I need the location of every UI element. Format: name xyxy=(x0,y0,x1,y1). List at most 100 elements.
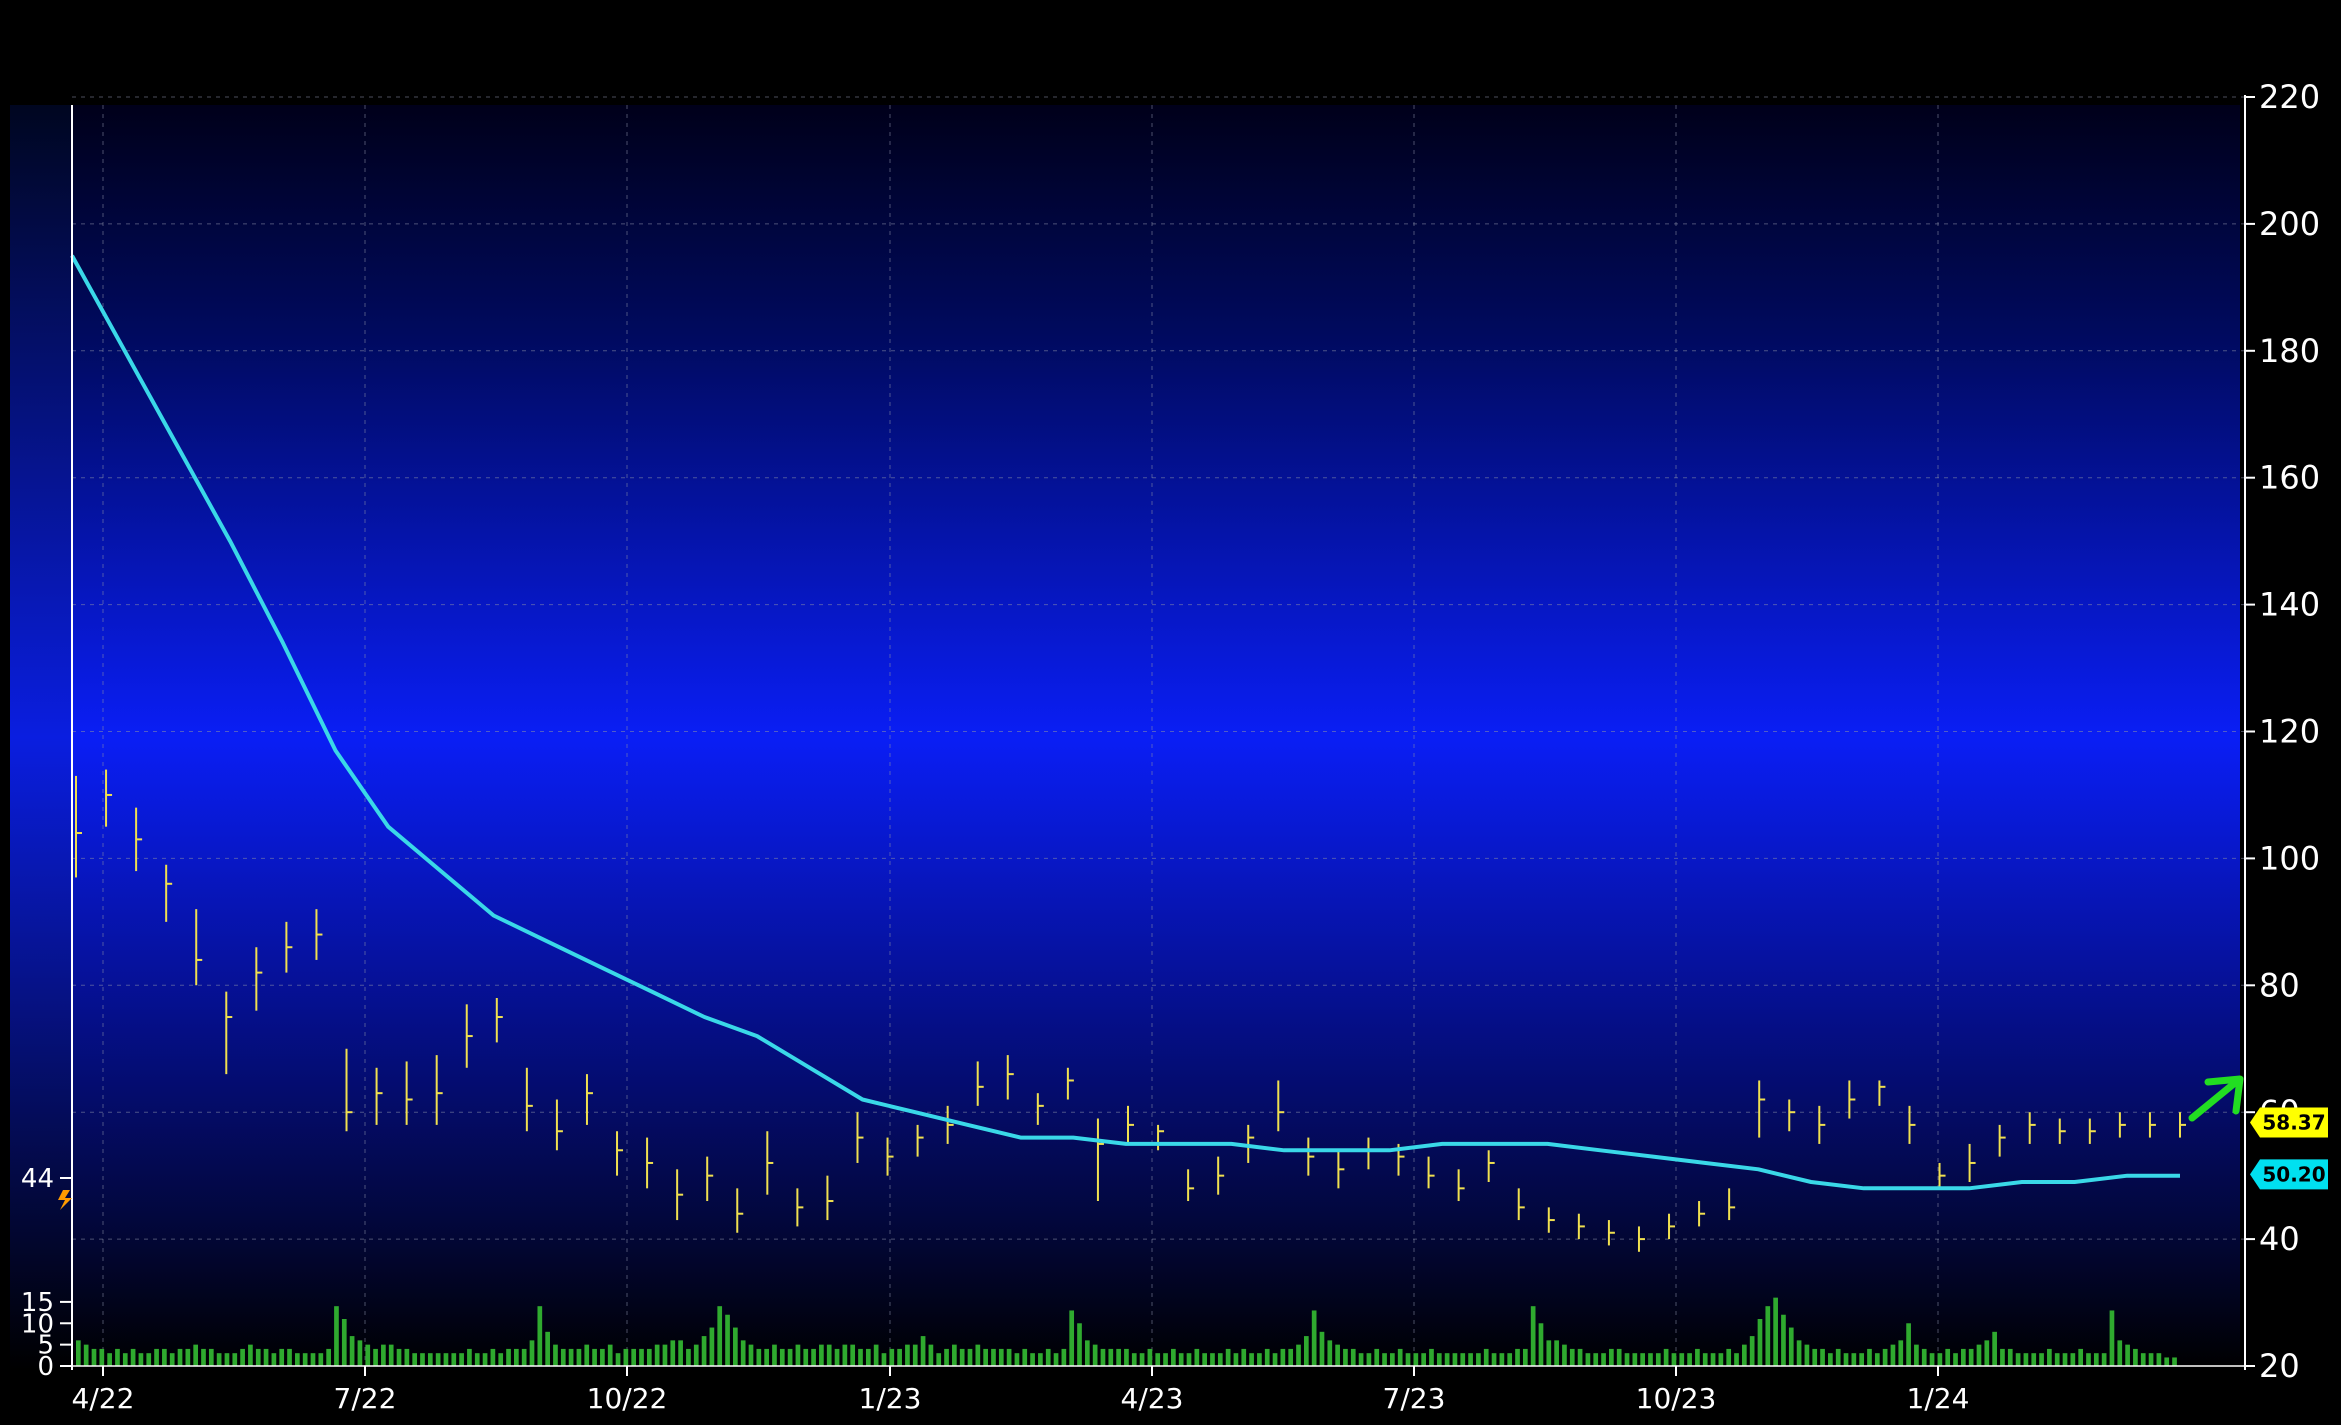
y-tick-label: 200 xyxy=(2259,205,2320,243)
volume-bar xyxy=(560,1348,566,1366)
volume-bar xyxy=(1327,1340,1333,1366)
volume-bar xyxy=(99,1348,105,1366)
volume-bar xyxy=(130,1348,136,1366)
volume-bar xyxy=(381,1344,386,1366)
volume-bar xyxy=(678,1340,683,1366)
volume-bar xyxy=(1859,1353,1865,1366)
volume-bar xyxy=(1843,1353,1849,1366)
volume-bar xyxy=(1092,1344,1098,1366)
volume-bar xyxy=(396,1348,402,1366)
volume-bar xyxy=(967,1348,973,1366)
x-tick-label: 4/22 xyxy=(72,1382,135,1415)
volume-bar xyxy=(2133,1348,2138,1366)
volume-bar xyxy=(1781,1314,1786,1366)
volume-bar xyxy=(1882,1348,1888,1366)
volume-bar xyxy=(1671,1353,1677,1366)
volume-bar xyxy=(2101,1353,2107,1366)
volume-bar xyxy=(1436,1353,1442,1366)
volume-bar xyxy=(717,1306,723,1366)
volume-bar xyxy=(553,1344,558,1366)
volume-bar xyxy=(365,1344,371,1366)
volume-bar xyxy=(1444,1353,1450,1366)
volume-bar xyxy=(826,1344,832,1366)
volume-bar xyxy=(615,1353,621,1366)
volume-bar xyxy=(1726,1348,1732,1366)
volume-bar xyxy=(474,1353,480,1366)
volume-bar xyxy=(1710,1353,1716,1366)
volume-bar xyxy=(600,1348,605,1366)
volume-bar xyxy=(1655,1353,1661,1366)
volume-bar xyxy=(1366,1353,1372,1366)
volume-bar xyxy=(889,1348,895,1366)
volume-bar xyxy=(1538,1323,1544,1366)
volume-bar xyxy=(1757,1319,1763,1366)
volume-bar xyxy=(991,1348,996,1366)
volume-tick-label: 5 xyxy=(37,1331,54,1361)
volume-bar xyxy=(1186,1353,1192,1366)
volume-bar xyxy=(1679,1353,1685,1366)
volume-bar xyxy=(607,1344,613,1366)
volume-bar xyxy=(1358,1353,1364,1366)
x-tick-label: 10/23 xyxy=(1636,1382,1717,1415)
volume-bar xyxy=(1163,1353,1168,1366)
volume-bar xyxy=(1241,1348,1247,1366)
volume-bar xyxy=(733,1327,738,1366)
volume-bar xyxy=(787,1348,793,1366)
volume-bar xyxy=(2023,1353,2029,1366)
volume-bar xyxy=(2062,1353,2068,1366)
volume-tick-label: 0 xyxy=(37,1352,54,1382)
volume-bar xyxy=(1522,1348,1528,1366)
volume-bar xyxy=(631,1348,637,1366)
volume-bar xyxy=(1890,1344,1896,1366)
volume-bar xyxy=(1178,1353,1184,1366)
moving-average-layer xyxy=(70,254,2180,1191)
volume-bar xyxy=(498,1353,504,1366)
volume-bar xyxy=(1350,1348,1356,1366)
volume-bar xyxy=(248,1344,253,1366)
volume-bar xyxy=(1585,1353,1591,1366)
volume-bar xyxy=(2125,1344,2130,1366)
volume-bar xyxy=(169,1353,175,1366)
volume-bar xyxy=(975,1344,981,1366)
volume-bar xyxy=(263,1348,269,1366)
volume-bar xyxy=(779,1348,785,1366)
volume-bar xyxy=(482,1353,488,1366)
volume-bar xyxy=(1937,1353,1943,1366)
volume-bar xyxy=(576,1348,582,1366)
volume-bar xyxy=(224,1353,230,1366)
volume-bar xyxy=(232,1353,238,1366)
volume-bar xyxy=(905,1344,910,1366)
volume-bar xyxy=(983,1348,988,1366)
volume-bar xyxy=(279,1348,285,1366)
volume-bar xyxy=(1851,1353,1857,1366)
volume-bar xyxy=(146,1353,152,1366)
moving-average-tag-shape xyxy=(2250,1159,2328,1190)
volume-bar xyxy=(1022,1348,1028,1366)
volume-bar xyxy=(1663,1348,1669,1366)
volume-bar xyxy=(1765,1306,1771,1366)
volume-bar xyxy=(1773,1297,1778,1366)
volume-bar xyxy=(1616,1348,1622,1366)
volume-bar xyxy=(1335,1344,1340,1366)
volume-bar xyxy=(1139,1353,1145,1366)
volume-bar xyxy=(1953,1353,1958,1366)
volume-bar xyxy=(443,1353,449,1366)
volume-bar xyxy=(1405,1353,1411,1366)
y-tick-label: 80 xyxy=(2259,966,2300,1004)
volume-bar xyxy=(529,1340,535,1366)
volume-bar xyxy=(1992,1331,1997,1366)
volume-bar xyxy=(1921,1348,1927,1366)
volume-bar xyxy=(2140,1353,2146,1366)
volume-bar xyxy=(1468,1353,1473,1366)
volume-bar xyxy=(709,1327,715,1366)
volume-bar xyxy=(2070,1353,2076,1366)
moving-average-label: 50.20 xyxy=(2262,1162,2325,1186)
volume-bar xyxy=(2172,1357,2177,1366)
volume-bar xyxy=(514,1348,519,1366)
volume-bar xyxy=(107,1353,112,1366)
volume-bar xyxy=(1914,1344,1919,1366)
volume-bar xyxy=(1898,1340,1904,1366)
volume-bar xyxy=(2007,1348,2013,1366)
volume-bar xyxy=(920,1336,926,1366)
